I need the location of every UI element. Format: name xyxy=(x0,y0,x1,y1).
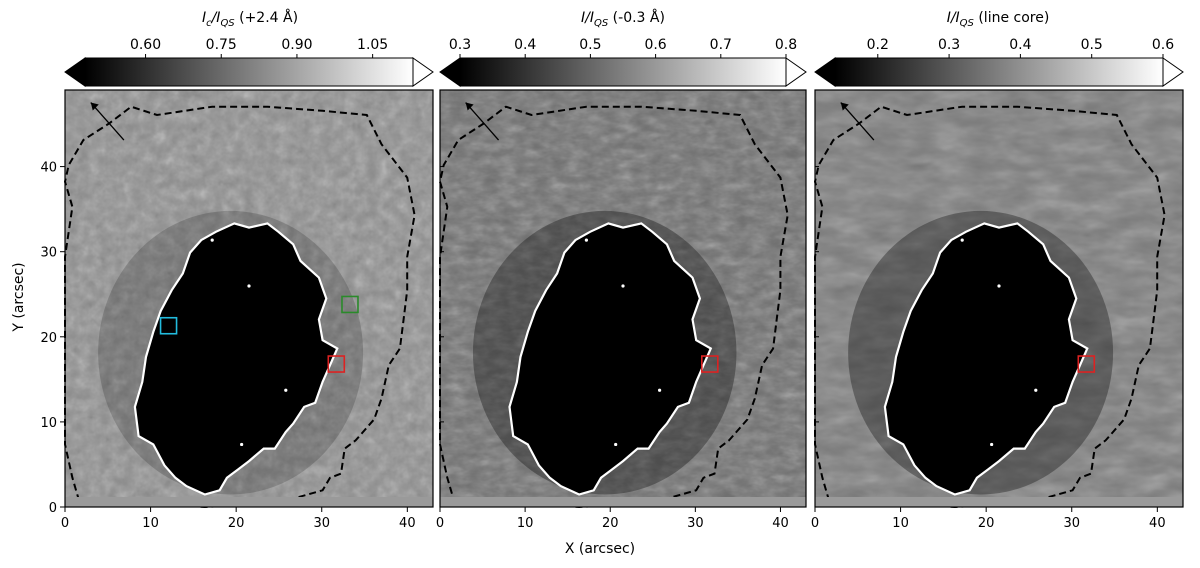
colorbar-1: 0.60 0.75 0.90 1.05 Ic/IQS (+2.4 Å) xyxy=(64,9,434,87)
x-tick-label: 10 xyxy=(142,516,159,531)
colorbar-tick-label: 0.4 xyxy=(1009,37,1031,53)
umbral-dot xyxy=(621,284,625,288)
umbra-region xyxy=(509,223,711,495)
umbral-dot xyxy=(584,238,589,242)
y-tick-label: 40 xyxy=(40,161,57,176)
x-tick-label: 20 xyxy=(602,516,619,531)
x-tick-label: 20 xyxy=(228,516,245,531)
panel-frame xyxy=(64,89,434,508)
umbral-dot xyxy=(240,442,244,447)
x-tick-label: 20 xyxy=(978,516,995,531)
colorbar-high-extension xyxy=(785,57,807,87)
colorbar-tick-label: 1.05 xyxy=(357,37,388,53)
x-tick-label: 10 xyxy=(892,516,909,531)
umbra-region xyxy=(134,223,338,495)
region-box-1 xyxy=(701,355,719,373)
colorbar-3: 0.2 0.3 0.4 0.5 0.6 I/IQS (line core) xyxy=(814,10,1184,87)
y-tick-label: 0 xyxy=(49,501,57,516)
umbra-contour xyxy=(883,222,1089,496)
arrow-head xyxy=(840,102,849,111)
penumbra-contour xyxy=(63,105,416,509)
panel-1: 0 10 20 30 40 0 10 20 30 40 0.60 0.75 0.90 1.05 Ic/IQS… xyxy=(40,9,434,531)
colorbar-2: 0.3 0.4 0.5 0.6 0.7 0.8 I/IQS (-0.3 Å) xyxy=(439,9,807,87)
direction-arrow xyxy=(465,102,500,141)
x-tick-label: 0 xyxy=(436,516,444,531)
colorbar-tick-label: 0.5 xyxy=(1081,37,1103,53)
colorbar-gradient xyxy=(834,57,1164,87)
region-box-1 xyxy=(159,316,178,335)
direction-arrow xyxy=(840,102,875,141)
colorbar-tick-label: 0.90 xyxy=(281,37,312,53)
y-tick-label: 30 xyxy=(40,246,57,261)
direction-arrow xyxy=(90,102,125,141)
colorbar-tick-label: 0.3 xyxy=(449,37,471,53)
x-tick-label: 40 xyxy=(772,516,789,531)
colorbar-gradient xyxy=(84,57,414,87)
image-bottom-strip xyxy=(815,497,1183,507)
umbral-dot xyxy=(997,284,1001,288)
umbral-dot xyxy=(960,238,964,242)
x-tick-label: 30 xyxy=(313,516,330,531)
colorbar-low-extension xyxy=(814,57,836,87)
panel-3: 0 10 20 30 40 0.2 0.3 0.4 0.5 0.6 I/IQS (line core… xyxy=(811,10,1184,531)
y-tick-label: 10 xyxy=(40,416,57,431)
x-tick-label: 0 xyxy=(61,516,69,531)
image-bottom-strip xyxy=(65,497,433,507)
penumbra-contour xyxy=(813,105,1166,509)
umbral-dot xyxy=(210,238,214,242)
x-tick-label: 40 xyxy=(1149,516,1166,531)
image-bottom-strip xyxy=(440,497,806,507)
colorbar-label: I/IQS (-0.3 Å) xyxy=(581,9,665,29)
umbral-dot xyxy=(658,388,662,392)
x-axis-label: X (arcsec) xyxy=(565,541,635,557)
colorbar-tick-label: 0.7 xyxy=(710,37,732,53)
arrow-head xyxy=(90,102,99,111)
x-tick-label: 30 xyxy=(687,516,704,531)
colorbar-label: Ic/IQS (+2.4 Å) xyxy=(202,9,298,29)
arrow-head xyxy=(465,102,474,111)
panel-frame xyxy=(814,89,1184,508)
colorbar-tick-label: 0.8 xyxy=(775,37,797,53)
colorbar-low-extension xyxy=(439,57,461,87)
colorbar-tick-label: 0.5 xyxy=(579,37,601,53)
colorbar-gradient xyxy=(459,57,787,87)
x-tick-label: 10 xyxy=(517,516,534,531)
region-box-3 xyxy=(327,355,346,373)
umbra-contour xyxy=(508,222,713,496)
x-tick-label: 0 xyxy=(811,516,819,531)
region-box-1 xyxy=(1077,355,1096,373)
colorbar-tick-label: 0.75 xyxy=(206,37,237,53)
colorbar-tick-label: 0.2 xyxy=(867,37,889,53)
colorbar-high-extension xyxy=(412,57,434,87)
colorbar-high-extension xyxy=(1162,57,1184,87)
umbral-dot xyxy=(990,442,994,447)
colorbar-tick-label: 0.6 xyxy=(644,37,666,53)
umbra-region xyxy=(884,223,1088,495)
y-tick-label: 20 xyxy=(40,331,57,346)
umbral-dot xyxy=(1034,388,1038,392)
colorbar-tick-label: 0.6 xyxy=(1152,37,1174,53)
panel-frame xyxy=(439,89,807,508)
umbral-dot xyxy=(284,388,288,392)
umbra-contour xyxy=(133,222,339,496)
x-tick-label: 40 xyxy=(399,516,416,531)
penumbra-contour xyxy=(438,105,789,509)
colorbar-tick-label: 0.60 xyxy=(130,37,161,53)
umbral-dot xyxy=(614,442,618,447)
region-box-2 xyxy=(341,295,359,314)
panel-2: 0 10 20 30 40 0.3 0.4 0.5 0.6 0.7 0.8 I/IQS (-0.3 Å… xyxy=(436,9,807,531)
x-tick-label: 30 xyxy=(1063,516,1080,531)
colorbar-low-extension xyxy=(64,57,86,87)
umbral-dot xyxy=(247,284,251,288)
colorbar-tick-label: 0.3 xyxy=(938,37,960,53)
colorbar-label: I/IQS (line core) xyxy=(947,10,1050,29)
colorbar-tick-label: 0.4 xyxy=(514,37,536,53)
y-axis-label: Y (arcsec) xyxy=(11,262,27,332)
